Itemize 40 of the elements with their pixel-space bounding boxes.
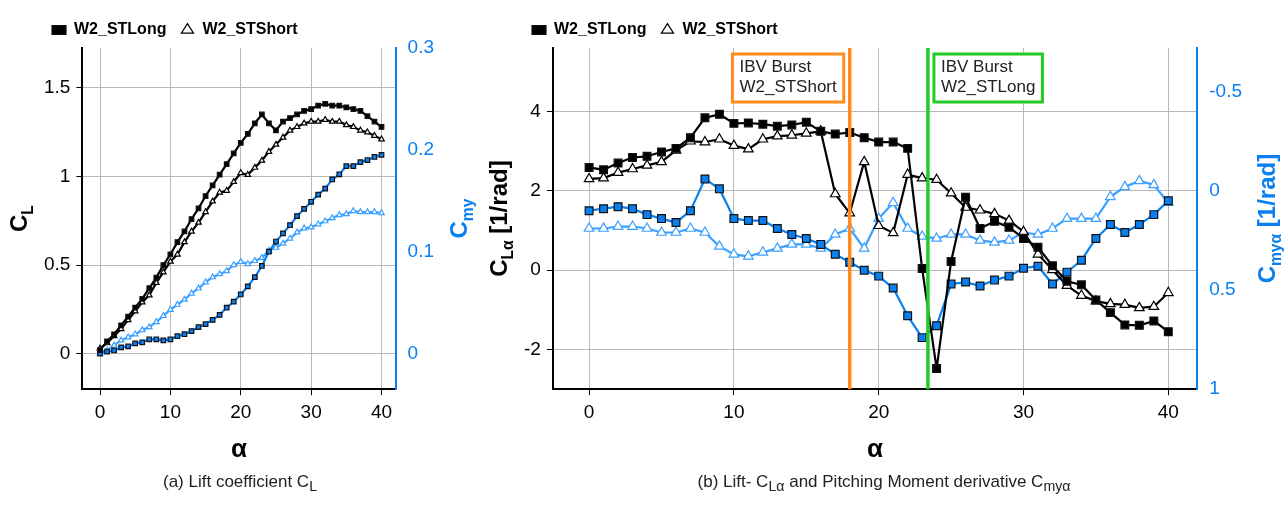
y-tick-label: 0 bbox=[59, 341, 71, 363]
y-tick-label: 0 bbox=[530, 258, 541, 280]
x-tick-label: 40 bbox=[370, 400, 393, 422]
x-tick-label: 20 bbox=[230, 400, 252, 422]
legend-label: W2_STShort bbox=[202, 20, 299, 38]
y2-tick-label: 0 bbox=[407, 341, 419, 363]
text: (b) Lift- C$_{Lα}$ and Pitching Moment derivative C$_{myα}$ bbox=[697, 472, 1071, 495]
y-tick-label: 4 bbox=[530, 99, 542, 121]
x-tick-label: 40 bbox=[1157, 400, 1179, 422]
y-tick-label: 2 bbox=[530, 179, 541, 201]
text: (a) Lift coefficient C$_{L}$ bbox=[162, 472, 317, 495]
y2-tick-label: 0.2 bbox=[407, 138, 435, 160]
y2-tick-label: 0 bbox=[1209, 179, 1220, 201]
legend-label: W2_STLong bbox=[74, 20, 167, 38]
ref-line-label: IBV Burst W2_STLong bbox=[940, 57, 1036, 97]
y2-axis-title: Cmy bbox=[444, 198, 476, 239]
y-tick-label: 0.5 bbox=[43, 253, 71, 275]
x-tick-label: 30 bbox=[300, 400, 322, 422]
x-tick-label: 0 bbox=[583, 400, 595, 422]
y2-tick-label: -0.5 bbox=[1209, 79, 1243, 101]
y-axis-title: CL bbox=[4, 204, 36, 233]
x-tick-label: 10 bbox=[159, 400, 181, 422]
y2-tick-label: 1 bbox=[1209, 377, 1220, 399]
legend-label: W2_STLong bbox=[554, 20, 647, 38]
x-tick-label: 0 bbox=[94, 400, 106, 422]
ref-line-label: IBV Burst W2_STShort bbox=[739, 57, 838, 97]
y2-axis-title: Cmyα [1/rad] bbox=[1252, 153, 1284, 284]
y2-tick-label: 0.1 bbox=[407, 239, 435, 261]
x-tick-label: 20 bbox=[868, 400, 890, 422]
x-axis-title: α bbox=[231, 433, 248, 464]
legend-label: W2_STShort bbox=[682, 20, 779, 38]
x-tick-label: 30 bbox=[1012, 400, 1035, 422]
y-tick-label: -2 bbox=[523, 337, 541, 359]
y-tick-label: 1.5 bbox=[43, 76, 71, 98]
y2-tick-label: 0.5 bbox=[1209, 278, 1236, 300]
y-axis-title: CLα [1/rad] bbox=[484, 160, 516, 277]
x-axis-title: α bbox=[867, 433, 884, 464]
x-tick-label: 10 bbox=[723, 400, 745, 422]
y2-tick-label: 0.3 bbox=[407, 36, 435, 58]
y-tick-label: 1 bbox=[59, 164, 71, 186]
